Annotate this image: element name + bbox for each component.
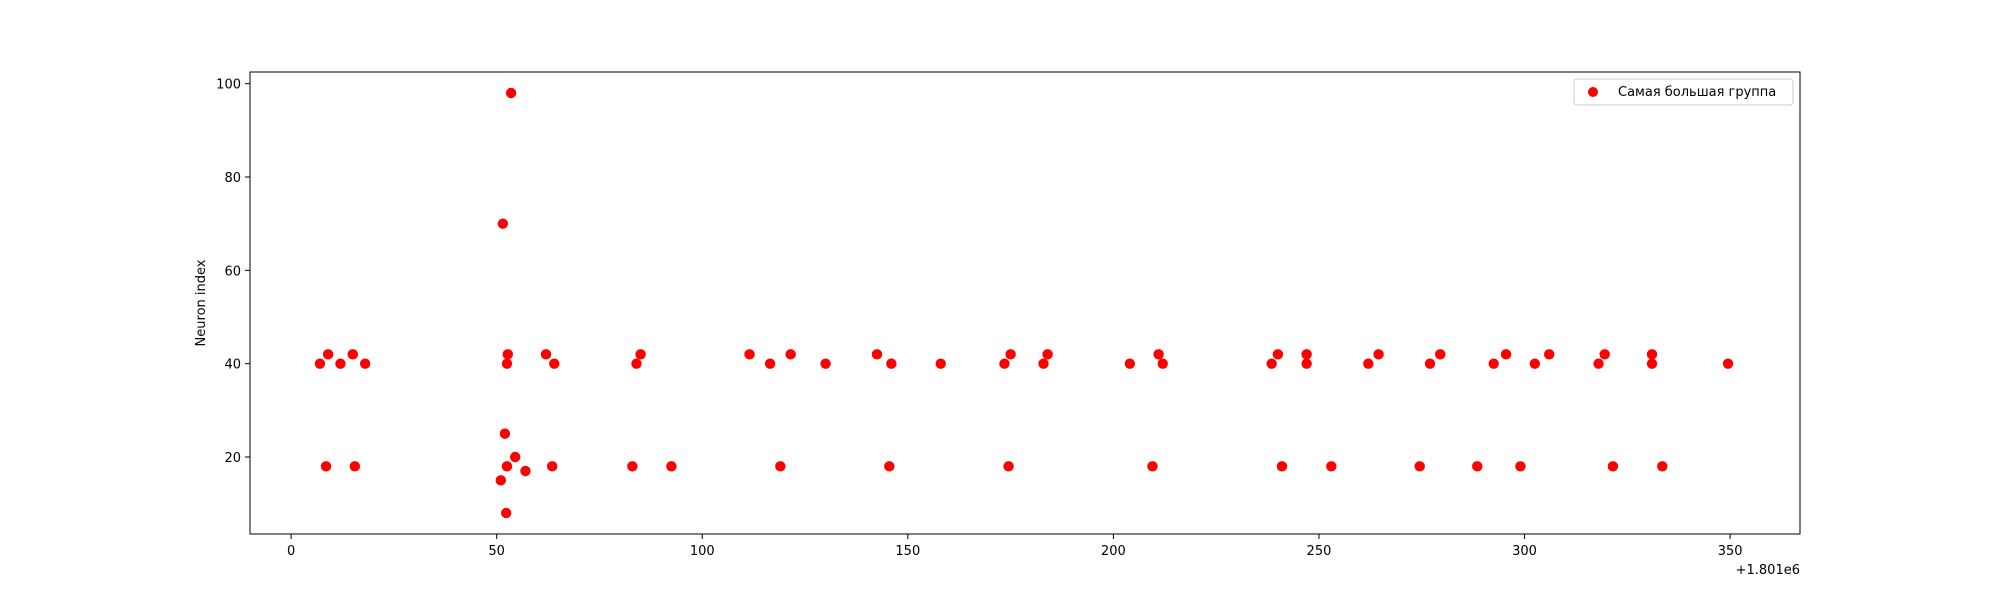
data-point (322, 349, 334, 360)
data-point (1272, 349, 1284, 360)
data-point (764, 358, 776, 369)
data-point (505, 87, 517, 99)
data-point (1544, 349, 1555, 360)
data-point (1301, 349, 1312, 360)
plot-frame (249, 71, 1801, 535)
x-tick-label: 150 (895, 544, 920, 559)
legend: Самая большая группа (1573, 78, 1794, 106)
data-point (497, 218, 509, 229)
y-tick-label: 60 (224, 264, 241, 279)
data-points (314, 87, 1734, 519)
data-point (540, 349, 552, 360)
data-point (820, 358, 831, 369)
data-point (1301, 358, 1312, 369)
data-point (520, 465, 531, 477)
data-point (1153, 349, 1164, 360)
x-tick-label: 200 (1101, 544, 1126, 559)
data-point (1472, 461, 1483, 472)
data-point (744, 349, 755, 360)
data-point (1266, 358, 1277, 369)
data-point (1646, 358, 1658, 369)
data-point (501, 461, 513, 472)
x-tick-label: 350 (1718, 544, 1743, 559)
data-point (884, 461, 895, 472)
legend-label: Самая большая группа (1618, 85, 1776, 100)
data-point (1042, 349, 1053, 360)
data-point (1038, 358, 1049, 369)
data-point (1500, 349, 1512, 360)
y-axis: 20 40 60 80 100 (216, 78, 250, 466)
data-point (320, 461, 332, 472)
data-point (935, 358, 946, 369)
data-point (1607, 461, 1619, 472)
data-point (999, 358, 1010, 369)
data-point (666, 461, 677, 472)
data-point (1124, 358, 1136, 369)
data-point (359, 358, 371, 369)
data-point (1593, 358, 1604, 369)
data-point (635, 349, 646, 360)
data-point (1435, 349, 1446, 360)
data-point (1414, 461, 1425, 472)
y-tick-label: 80 (224, 171, 241, 186)
data-point (549, 358, 560, 369)
data-point (1373, 349, 1384, 360)
data-point (1646, 349, 1658, 360)
data-point (1424, 358, 1436, 369)
data-point (1722, 358, 1734, 369)
x-tick-label: 100 (690, 544, 715, 559)
x-tick-label: 0 (287, 544, 295, 559)
data-point (871, 349, 883, 360)
data-point (1363, 358, 1374, 369)
x-axis: 0 50 100 150 200 250 300 350 (287, 534, 1743, 559)
x-offset-label: +1.801e6 (1736, 563, 1800, 578)
data-point (499, 428, 511, 439)
data-point (886, 358, 897, 369)
y-tick-label: 100 (216, 78, 241, 93)
legend-marker (1588, 87, 1598, 97)
data-point (1276, 461, 1288, 472)
data-point (501, 358, 513, 369)
data-point (335, 358, 346, 369)
plot-background (250, 72, 1800, 534)
data-point (1157, 358, 1168, 369)
x-tick-label: 50 (488, 544, 505, 559)
data-point (785, 349, 796, 360)
data-point (1599, 349, 1610, 360)
data-point (1529, 358, 1541, 369)
y-tick-label: 40 (224, 358, 241, 373)
data-point (775, 461, 786, 472)
data-point (314, 358, 326, 369)
data-point (509, 451, 521, 463)
data-point (500, 507, 512, 519)
data-point (1657, 461, 1668, 472)
data-point (1003, 461, 1014, 472)
data-point (1005, 349, 1016, 360)
y-axis-label: Neuron index (194, 259, 209, 346)
legend-box (1573, 78, 1794, 106)
data-point (502, 349, 513, 360)
data-point (627, 461, 638, 472)
data-point (1147, 461, 1158, 472)
data-point (1488, 358, 1499, 369)
data-point (347, 349, 358, 360)
data-point (546, 461, 558, 472)
x-tick-label: 250 (1307, 544, 1332, 559)
data-point (631, 358, 642, 369)
y-tick-label: 20 (224, 451, 241, 466)
data-point (1326, 461, 1337, 472)
data-point (1515, 461, 1526, 472)
data-point (495, 475, 506, 486)
x-tick-label: 300 (1512, 544, 1537, 559)
data-point (349, 461, 361, 472)
